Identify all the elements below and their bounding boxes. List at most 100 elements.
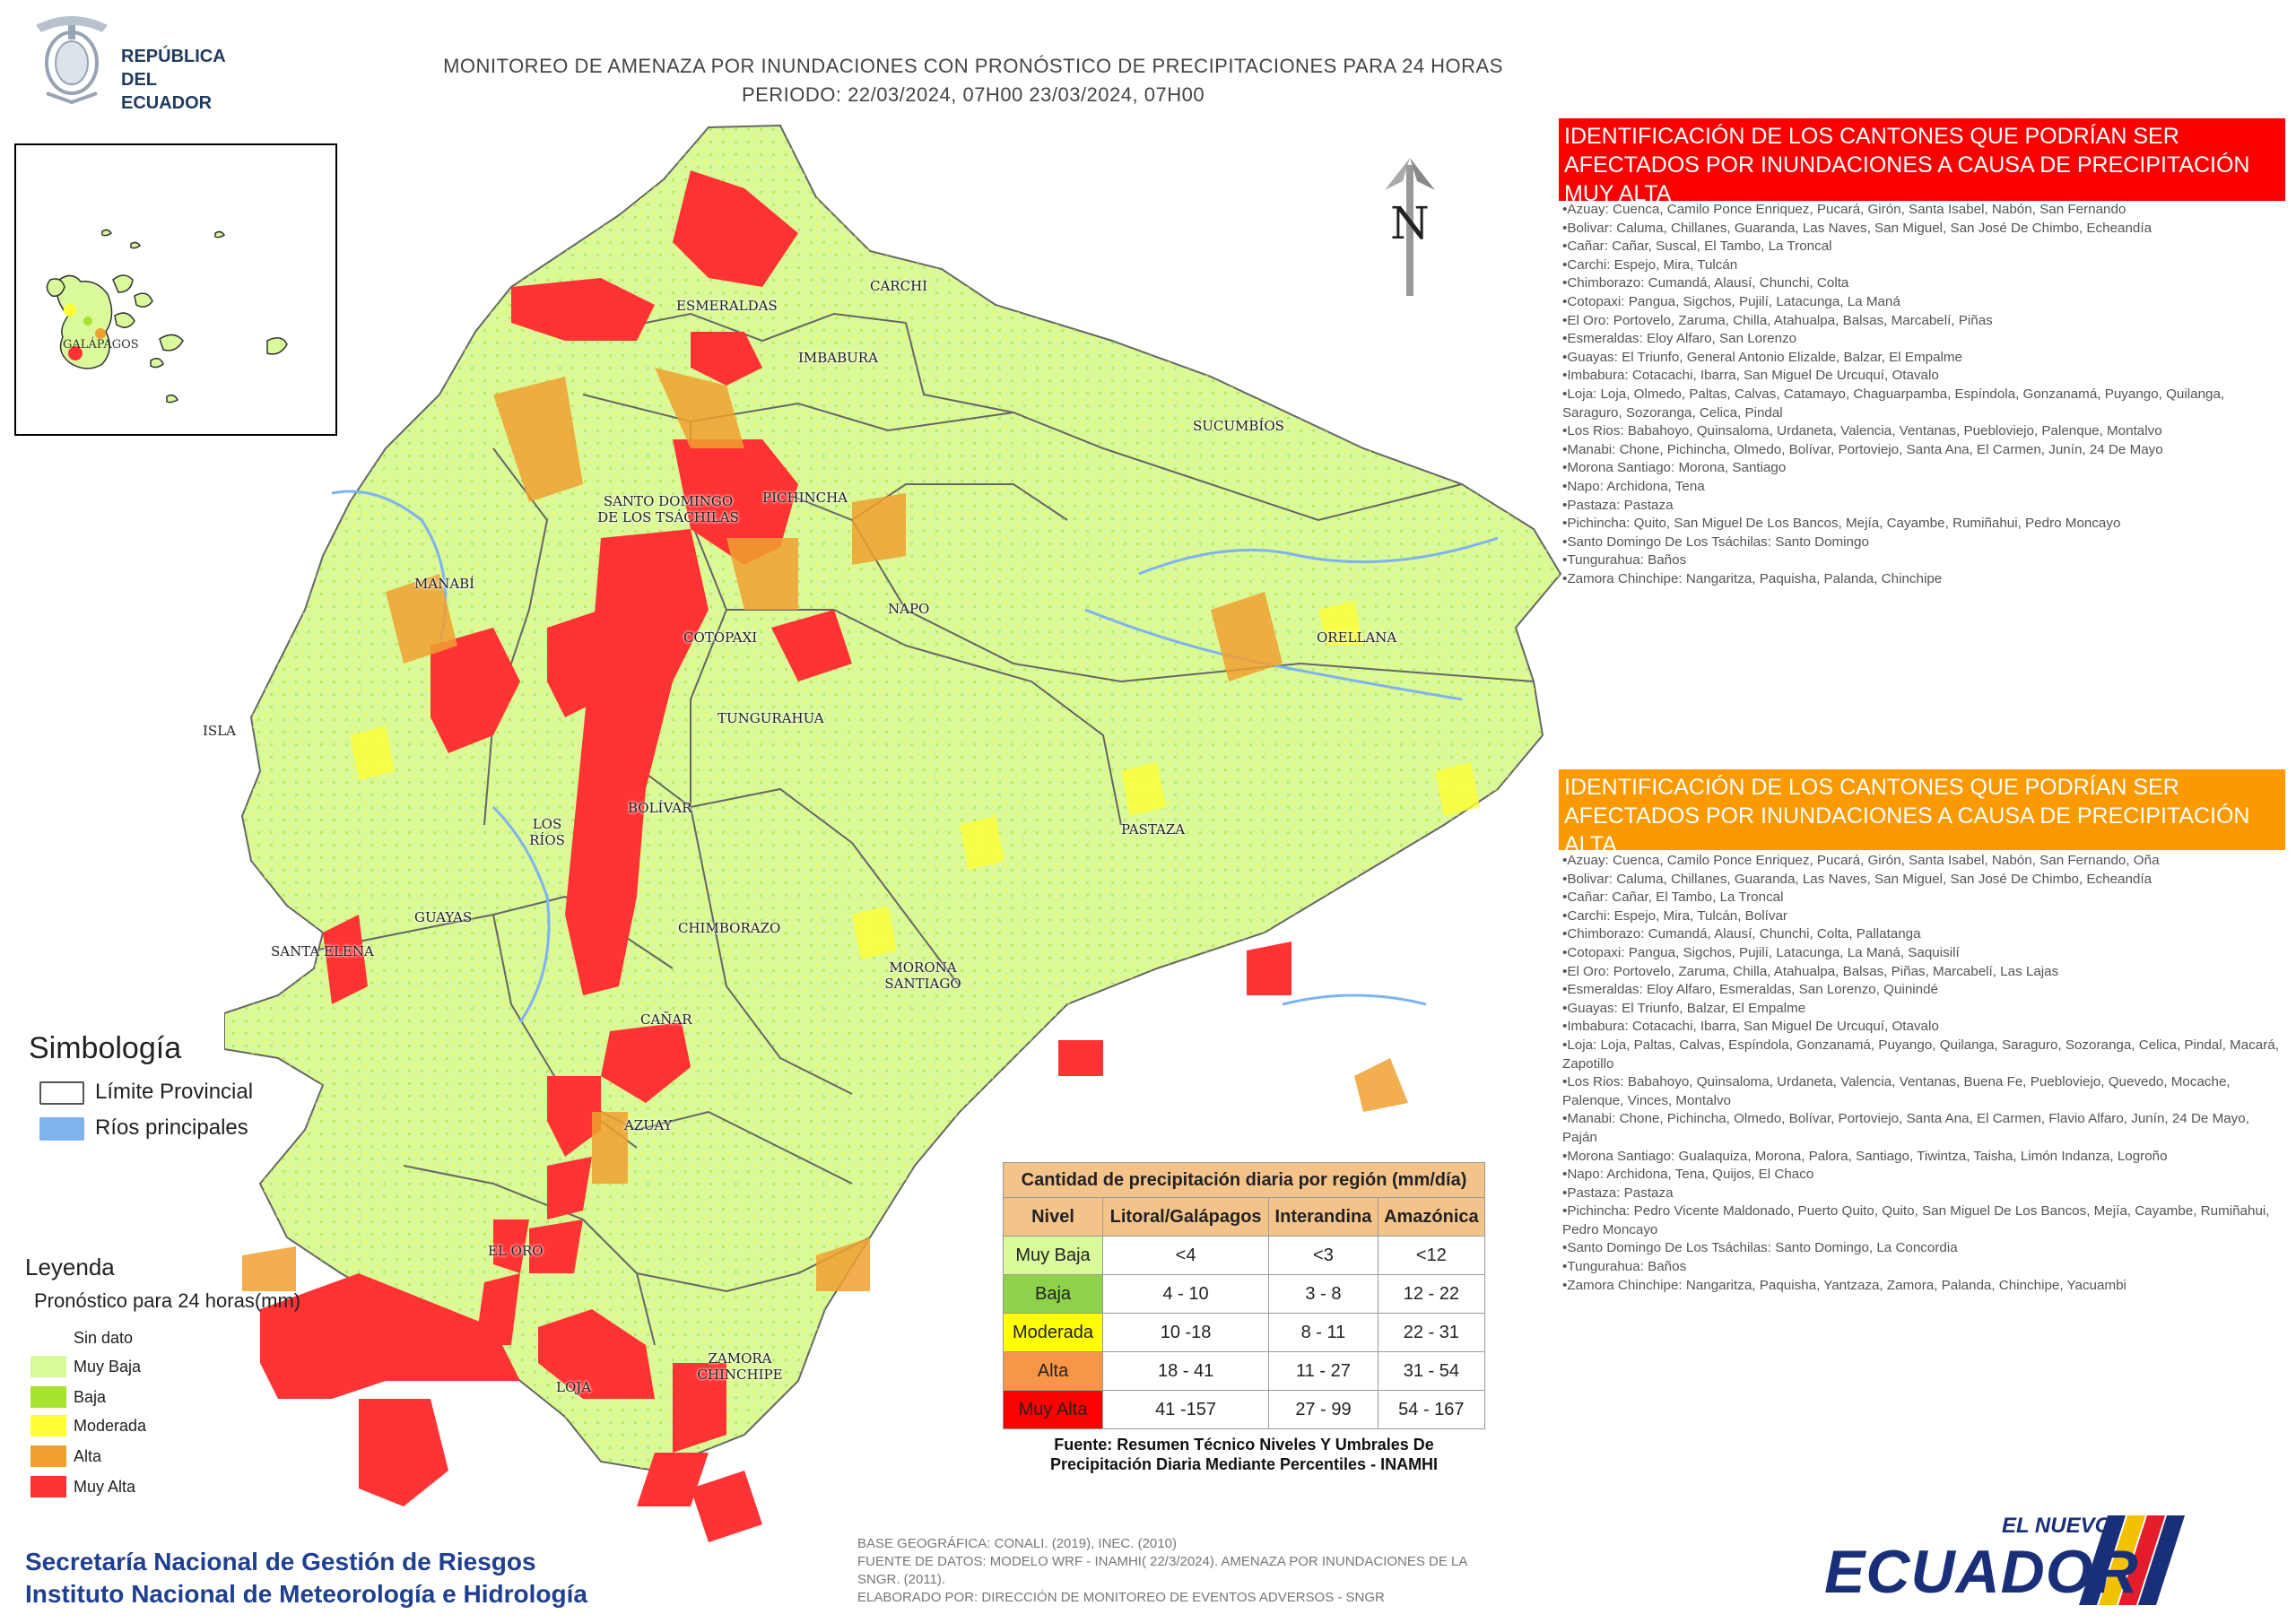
canton-item: Imbabura: Cotacachi, Ibarra, San Miguel … — [1562, 367, 2280, 386]
canton-item: Chimborazo: Cumandá, Alausí, Chunchi, Co… — [1562, 274, 2280, 293]
legend-label: Sin dato — [74, 1329, 134, 1347]
table-header: Interandina — [1268, 1197, 1378, 1237]
very-high-cantons-heading: IDENTIFICACIÓN DE LOS CANTONES QUE PODRÍ… — [1559, 118, 2285, 206]
title-line2: PERIODO: 22/03/2024, 07H00 23/03/2024, 0… — [741, 83, 1205, 106]
canton-item: Morona Santiago: Morona, Santiago — [1562, 459, 2280, 478]
canton-item: Pichincha: Pedro Vicente Maldonado, Puer… — [1562, 1202, 2280, 1239]
canton-item: Loja: Loja, Paltas, Calvas, Espíndola, G… — [1562, 1037, 2280, 1073]
canton-item: Pastaza: Pastaza — [1562, 1185, 2280, 1203]
logo-top-text: EL NUEVO — [2002, 1514, 2112, 1538]
canton-item: Pichincha: Quito, San Miguel De Los Banc… — [1562, 515, 2280, 534]
label-orellana: ORELLANA — [1317, 629, 1397, 646]
canton-item: Santo Domingo De Los Tsáchilas: Santo Do… — [1562, 1239, 2280, 1258]
table-caption: Cantidad de precipitación diaria por reg… — [1003, 1162, 1485, 1198]
boundary-swatch — [39, 1081, 84, 1105]
map-title: MONITOREO DE AMENAZA POR INUNDACIONES CO… — [359, 52, 1587, 109]
canton-item: Manabi: Chone, Pichincha, Olmedo, Bolíva… — [1562, 441, 2280, 460]
canton-item: Guayas: El Triunfo, General Antonio Eliz… — [1562, 349, 2280, 368]
legend-subtitle: Pronóstico para 24 horas(mm) — [34, 1289, 301, 1312]
table-header: Amazónica — [1377, 1197, 1486, 1237]
canton-item: Pastaza: Pastaza — [1562, 497, 2280, 516]
north-letter: N — [1390, 197, 1430, 249]
canton-item: Carchi: Espejo, Mira, Tulcán, Bolívar — [1562, 907, 2280, 926]
label-pastaza: PASTAZA — [1121, 821, 1186, 838]
meta-author: Elaborado por: Dirección de Monitoreo de… — [857, 1590, 1385, 1605]
very-high-zones — [260, 170, 1292, 1542]
institution-inamhi: Instituto Nacional de Meteorología e Hid… — [25, 1580, 587, 1608]
gov-line1: REPÚBLICA — [121, 47, 226, 66]
very-high-cantons-list: Azuay: Cuenca, Camilo Ponce Enriquez, Pu… — [1562, 201, 2280, 588]
galapagos-inset-map: GALÁPAGOS — [14, 143, 337, 436]
canton-item: Esmeraldas: Eloy Alfaro, Esmeraldas, San… — [1562, 981, 2280, 1000]
institutions: Secretaría Nacional de Gestión de Riesgo… — [25, 1546, 587, 1610]
canton-item: Azuay: Cuenca, Camilo Ponce Enriquez, Pu… — [1562, 201, 2280, 220]
north-arrow-icon — [1385, 158, 1435, 296]
label-zamora-chinchipe: ZAMORA CHINCHIPE — [697, 1350, 783, 1383]
legend-swatch — [30, 1386, 66, 1408]
table-row: Muy Baja <4 <3 <12 — [1003, 1236, 1486, 1275]
canton-item: Morona Santiago: Gualaquiza, Morona, Pal… — [1562, 1148, 2280, 1167]
table-value-cell: 11 - 27 — [1268, 1351, 1378, 1391]
table-value-cell: 12 - 22 — [1377, 1274, 1486, 1314]
label-los-rios: LOS RÍOS — [529, 816, 565, 848]
label-loja: LOJA — [556, 1379, 592, 1395]
label-cotopaxi: COTOPAXI — [683, 629, 758, 646]
ecuador-precipitation-map: ESMERALDAS CARCHI IMBABURA SUCUMBÍOS SAN… — [203, 108, 1587, 1587]
table-row: Moderada 10 -18 8 - 11 22 - 31 — [1003, 1313, 1486, 1352]
canton-item: Carchi: Espejo, Mira, Tulcán — [1562, 256, 2280, 275]
institution-sngr: Secretaría Nacional de Gestión de Riesgo… — [25, 1548, 536, 1575]
moderate-zones — [350, 601, 1480, 959]
canton-item: Cotopaxi: Pangua, Sigchos, Pujilí, Latac… — [1562, 944, 2280, 963]
ecuador-map-svg — [223, 124, 1562, 1542]
galapagos-islands — [46, 229, 288, 404]
table-value-cell: 8 - 11 — [1268, 1313, 1378, 1352]
government-logo: REPÚBLICA DEL ECUADOR — [27, 7, 251, 113]
canton-item: Esmeraldas: Eloy Alfaro, San Lorenzo — [1562, 330, 2280, 349]
el-nuevo-ecuador-logo: EL NUEVO ECUADOR — [1812, 1506, 2188, 1614]
main-rivers — [331, 490, 1499, 1023]
legend-label: Muy Alta — [74, 1478, 136, 1496]
logo-main-text: ECUADOR — [1824, 1538, 2139, 1606]
canton-item: Bolivar: Caluma, Chillanes, Guaranda, La… — [1562, 871, 2280, 890]
table-value-cell: 54 - 167 — [1377, 1390, 1486, 1429]
table-value-cell: <4 — [1101, 1236, 1270, 1275]
table-value-cell: 4 - 10 — [1101, 1274, 1270, 1314]
label-morona-santiago: MORONA SANTIAGO — [884, 959, 961, 992]
canton-item: Guayas: El Triunfo, Balzar, El Empalme — [1562, 1000, 2280, 1019]
canton-item: Manabi: Chone, Pichincha, Olmedo, Bolíva… — [1562, 1110, 2280, 1147]
legend-title: Leyenda — [25, 1254, 115, 1280]
label-canar: CAÑAR — [640, 1011, 692, 1028]
label-tungurahua: TUNGURAHUA — [718, 710, 824, 726]
high-zones — [242, 368, 1408, 1291]
table-level-cell: Baja — [1003, 1274, 1103, 1314]
symbology-label: Ríos principales — [95, 1115, 248, 1140]
symbology-label: Límite Provincial — [95, 1080, 254, 1104]
table-value-cell: 41 -157 — [1101, 1390, 1270, 1429]
canton-item: Los Rios: Babahoyo, Quinsaloma, Urdaneta… — [1562, 1073, 2280, 1110]
meta-base: Base geográfica: CONALI. (2019), INEC. (… — [857, 1536, 1177, 1551]
legend-swatch — [30, 1445, 66, 1467]
table-value-cell: 31 - 54 — [1377, 1351, 1486, 1391]
river-swatch — [39, 1117, 84, 1141]
canton-item: Bolivar: Caluma, Chillanes, Guaranda, La… — [1562, 220, 2280, 239]
symbology-title: Simbología — [29, 1031, 182, 1065]
label-santa-elena: SANTA ELENA — [271, 943, 374, 959]
logo-graphic — [2079, 1515, 2185, 1605]
table-value-cell: 10 -18 — [1101, 1313, 1270, 1352]
galapagos-label: GALÁPAGOS — [63, 338, 139, 352]
title-line1: MONITOREO DE AMENAZA POR INUNDACIONES CO… — [443, 55, 1503, 77]
legend-label: Muy Baja — [74, 1358, 142, 1376]
table-value-cell: 22 - 31 — [1377, 1313, 1486, 1352]
table-value-cell: 27 - 99 — [1268, 1390, 1378, 1429]
label-imbabura: IMBABURA — [798, 350, 878, 366]
canton-item: Cotopaxi: Pangua, Sigchos, Pujilí, Latac… — [1562, 293, 2280, 312]
label-esmeraldas: ESMERALDAS — [676, 298, 778, 314]
legend-swatch — [30, 1356, 66, 1377]
table-value-cell: <12 — [1377, 1236, 1486, 1275]
legend-label: Alta — [74, 1447, 102, 1465]
table-level-cell: Alta — [1003, 1351, 1103, 1391]
label-sucumbios: SUCUMBÍOS — [1193, 418, 1284, 434]
canton-item: Santo Domingo De Los Tsáchilas: Santo Do… — [1562, 534, 2280, 552]
table-row: Alta 18 - 41 11 - 27 31 - 54 — [1003, 1351, 1486, 1391]
canton-item: Napo: Archidona, Tena, Quijos, El Chaco — [1562, 1166, 2280, 1185]
